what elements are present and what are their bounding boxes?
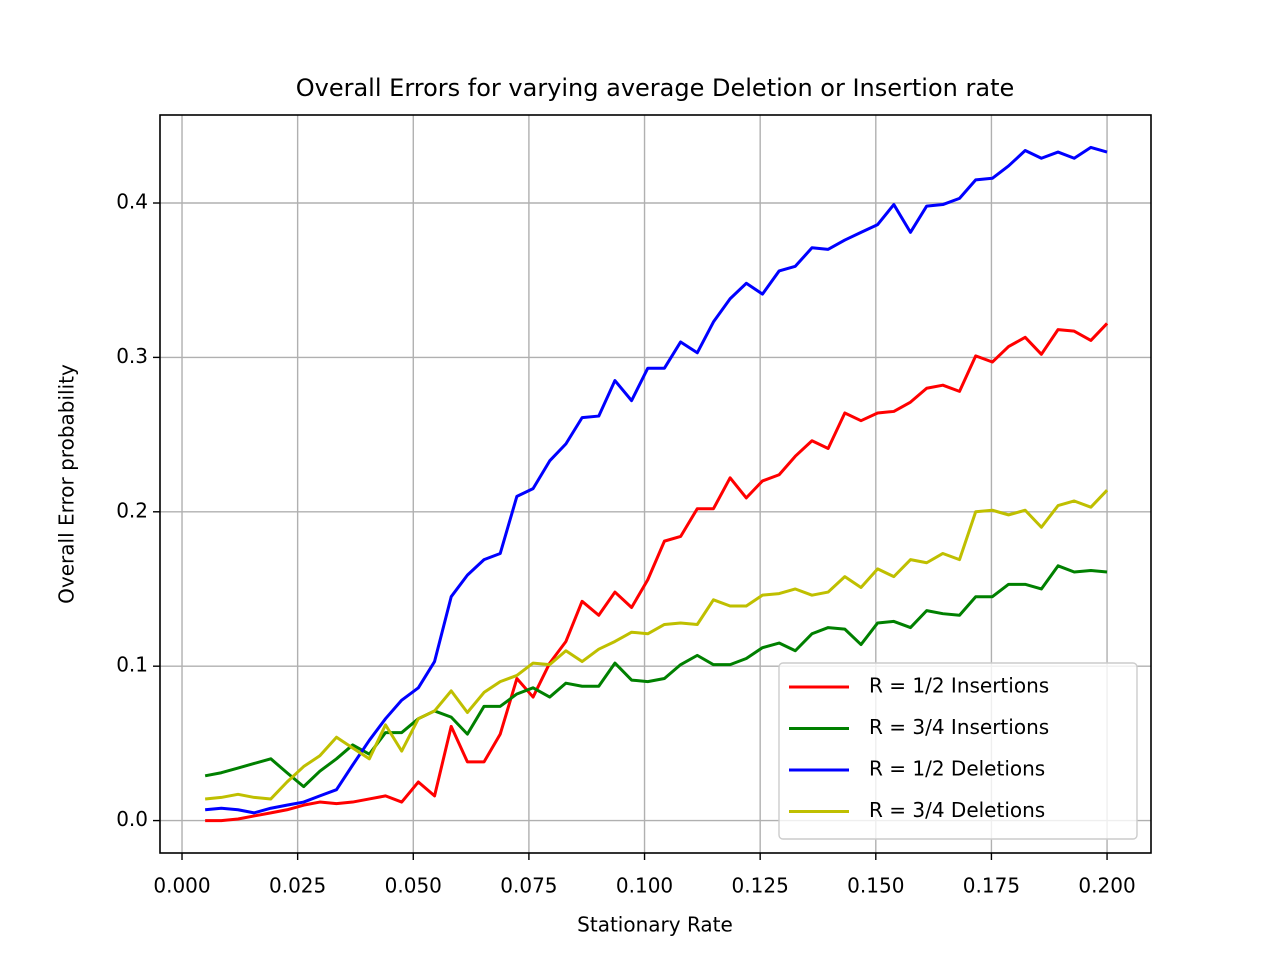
legend-label: R = 3/4 Insertions <box>869 715 1049 739</box>
x-tick-label: 0.200 <box>1078 874 1135 898</box>
x-tick-label: 0.125 <box>732 874 789 898</box>
x-tick-label: 0.075 <box>500 874 557 898</box>
series-line <box>204 145 1108 815</box>
x-axis-label: Stationary Rate <box>577 913 733 937</box>
x-tick-label: 0.025 <box>269 874 326 898</box>
x-tick-label: 0.100 <box>616 874 673 898</box>
x-tick-label: 0.050 <box>385 874 442 898</box>
y-tick-label: 0.1 <box>116 653 148 677</box>
y-tick-label: 0.0 <box>116 807 148 831</box>
y-tick-label: 0.4 <box>116 190 148 214</box>
y-axis-label: Overall Error probability <box>55 364 79 604</box>
y-tick-label: 0.2 <box>116 498 148 522</box>
series-line <box>204 564 1108 789</box>
x-tick-label: 0.150 <box>847 874 904 898</box>
axes-frame <box>159 114 1152 854</box>
y-tick-label: 0.3 <box>116 344 148 368</box>
legend-label: R = 1/2 Deletions <box>869 757 1045 781</box>
legend-label: R = 3/4 Deletions <box>869 798 1045 822</box>
legend-label: R = 1/2 Insertions <box>869 674 1049 698</box>
series-line <box>204 489 1109 801</box>
legend-box <box>778 662 1138 840</box>
x-tick-label: 0.175 <box>963 874 1020 898</box>
series-line <box>205 322 1109 823</box>
x-tick-label: 0.000 <box>153 874 210 898</box>
chart-title: Overall Errors for varying average Delet… <box>296 74 1015 102</box>
